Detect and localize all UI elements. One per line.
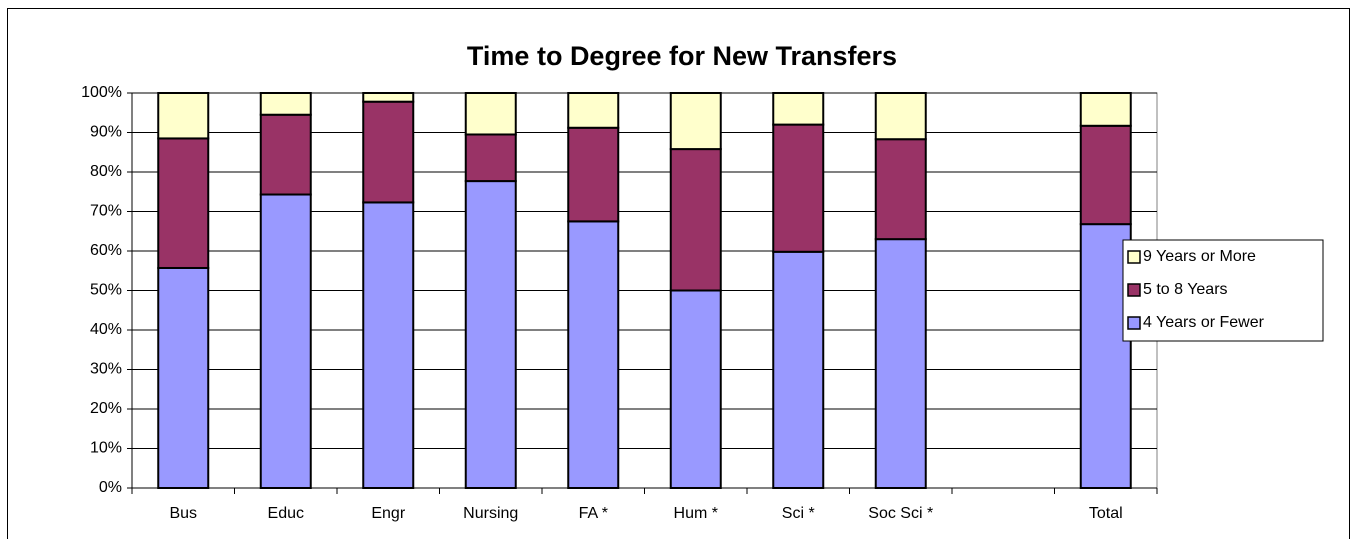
x-tick-label: FA * xyxy=(579,505,608,522)
x-tick-label: Sci * xyxy=(782,505,815,522)
y-tick-label: 20% xyxy=(90,400,122,417)
bar-segment xyxy=(464,133,517,183)
y-tick-label: 0% xyxy=(99,479,122,496)
bar-segment xyxy=(259,113,312,196)
x-tick-label: Engr xyxy=(371,505,405,522)
legend-swatch xyxy=(1127,283,1141,297)
bar-segment xyxy=(362,100,415,204)
bar-segment xyxy=(772,123,825,253)
y-tick-label: 80% xyxy=(90,163,122,180)
x-tick-label: Educ xyxy=(268,505,304,522)
x-tick-label: Bus xyxy=(169,505,197,522)
y-tick-label: 30% xyxy=(90,361,122,378)
x-tick-label: Total xyxy=(1089,505,1123,522)
bar-segment xyxy=(157,266,210,489)
bar-segment xyxy=(772,92,825,126)
bar-segment xyxy=(157,92,210,140)
chart-title: Time to Degree for New Transfers xyxy=(467,41,897,71)
bar-segment xyxy=(259,92,312,116)
bar-segment xyxy=(464,92,517,136)
y-tick-label: 100% xyxy=(81,84,122,101)
bar-segment xyxy=(772,250,825,489)
bar-segment xyxy=(362,201,415,489)
bar-segment xyxy=(157,137,210,269)
x-tick-label: Soc Sci * xyxy=(868,505,933,522)
bar-segment xyxy=(669,289,722,489)
y-tick-label: 70% xyxy=(90,203,122,220)
bar-segment xyxy=(874,238,927,489)
bar-segment xyxy=(567,126,620,223)
bar-segment xyxy=(669,148,722,292)
bar-segment xyxy=(874,92,927,141)
bar-segment xyxy=(464,180,517,490)
bar-segment xyxy=(1079,223,1132,489)
bar-segment xyxy=(567,92,620,129)
bar-segment xyxy=(1079,92,1132,127)
y-tick-label: 60% xyxy=(90,242,122,259)
x-tick-label: Hum * xyxy=(674,505,718,522)
bar-segment xyxy=(669,92,722,151)
bar-segment xyxy=(1079,124,1132,226)
y-tick-label: 40% xyxy=(90,321,122,338)
legend-label: 5 to 8 Years xyxy=(1143,281,1228,298)
y-tick-label: 10% xyxy=(90,440,122,457)
bar-segment xyxy=(567,220,620,489)
legend-swatch xyxy=(1127,316,1141,330)
y-tick-label: 90% xyxy=(90,124,122,141)
legend-label: 9 Years or More xyxy=(1143,248,1256,265)
bar-segment xyxy=(362,92,415,103)
x-tick-label: Nursing xyxy=(463,505,518,522)
bar-segment xyxy=(874,138,927,241)
legend-box xyxy=(1122,239,1324,342)
legend-swatch xyxy=(1127,250,1141,264)
y-tick-label: 50% xyxy=(90,282,122,299)
legend-label: 4 Years or Fewer xyxy=(1143,314,1265,331)
bar-segment xyxy=(259,193,312,489)
